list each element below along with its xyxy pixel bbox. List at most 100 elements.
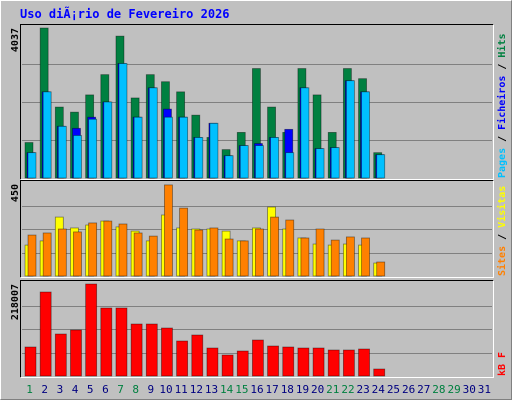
panel-edge-light (20, 180, 494, 278)
bar (270, 137, 279, 179)
bar (133, 116, 143, 179)
y-tick-label: 450 (10, 184, 21, 202)
bar (315, 148, 325, 179)
legend-entry: Pages (497, 148, 508, 178)
bar (285, 152, 295, 179)
bar (282, 346, 295, 377)
x-tick-label: 29 (447, 383, 460, 396)
x-tick-label: 21 (326, 383, 339, 396)
bar (236, 350, 249, 377)
bar (376, 261, 386, 277)
x-tick-label: 22 (341, 383, 354, 396)
chart-title: Uso diÃ¡rio de Fevereiro 2026 (20, 6, 230, 21)
bar (373, 368, 386, 377)
x-tick-label: 17 (266, 383, 279, 396)
bar (176, 340, 189, 377)
bar (224, 155, 234, 179)
bar (118, 223, 128, 277)
bar (133, 232, 143, 277)
panel-edge-dark (20, 24, 494, 180)
panel-edge-dark (20, 180, 494, 278)
x-tick-label: 5 (87, 383, 94, 396)
bar (300, 237, 310, 277)
bar (164, 116, 173, 179)
x-tick-label: 8 (132, 383, 139, 396)
x-tick-label: 3 (57, 383, 64, 396)
bar (148, 235, 158, 277)
x-tick-label: 6 (102, 383, 109, 396)
y-tick-label: 218007 (10, 284, 21, 320)
x-tick-label: 26 (402, 383, 415, 396)
panel-edge-dark (20, 280, 494, 378)
x-tick-label: 28 (432, 383, 445, 396)
bar (57, 228, 67, 277)
bar (224, 238, 234, 277)
bar (118, 63, 128, 179)
x-tick-label: 18 (281, 383, 294, 396)
bar (239, 240, 249, 277)
bar (270, 216, 279, 277)
bar (179, 207, 189, 277)
x-tick-label: 2 (41, 383, 48, 396)
bar (73, 231, 82, 277)
x-tick-label: 14 (220, 383, 234, 396)
bar (209, 122, 219, 179)
x-tick-label: 12 (190, 383, 203, 396)
x-tick-label: 24 (372, 383, 386, 396)
bar (330, 147, 340, 179)
bar (100, 307, 113, 377)
legend-entry: Hits (496, 33, 508, 57)
x-tick-label: 20 (311, 383, 324, 396)
x-tick-label: 11 (175, 383, 188, 396)
bar (103, 101, 113, 179)
x-tick-label: 30 (463, 383, 476, 396)
x-tick-label: 16 (250, 383, 263, 396)
bar (88, 118, 98, 179)
bar (255, 228, 264, 277)
legend-separator: / (497, 58, 508, 76)
legend: Sites / Visitas (496, 186, 508, 276)
bar (194, 137, 204, 179)
x-tick-label: 27 (417, 383, 430, 396)
bar (330, 239, 340, 277)
panel-edge-light (20, 24, 494, 180)
bar (300, 87, 310, 179)
bar (342, 349, 355, 377)
bar (57, 125, 67, 179)
bar (361, 91, 370, 179)
bar (179, 116, 189, 179)
bar (145, 323, 158, 377)
legend-entry: Ficheiros (496, 76, 508, 130)
panel-edge-light (20, 280, 494, 378)
x-tick-label: 31 (478, 383, 491, 396)
legend-entry: Visitas (496, 186, 508, 228)
bar (252, 339, 264, 377)
bar (209, 227, 219, 277)
bar (297, 347, 310, 377)
bar (345, 236, 355, 277)
bar (54, 333, 67, 377)
bar (103, 220, 113, 277)
x-tick-label: 10 (159, 383, 172, 396)
bar (24, 346, 37, 377)
bar (164, 184, 173, 277)
bar (327, 349, 340, 377)
bar (27, 152, 37, 179)
bar (345, 80, 355, 179)
bar (221, 354, 234, 377)
bar (115, 307, 128, 377)
bar (312, 347, 325, 377)
x-tick-label: 25 (387, 383, 400, 396)
legend: kB F (497, 352, 508, 376)
x-tick-label: 9 (148, 383, 155, 396)
y-tick-label: 4037 (10, 28, 21, 52)
legend-separator: / (497, 130, 508, 148)
bar (361, 237, 370, 277)
bar (70, 329, 82, 377)
x-tick-label: 4 (72, 383, 79, 396)
bar (130, 323, 143, 377)
bar (206, 347, 219, 377)
bar (315, 228, 325, 277)
